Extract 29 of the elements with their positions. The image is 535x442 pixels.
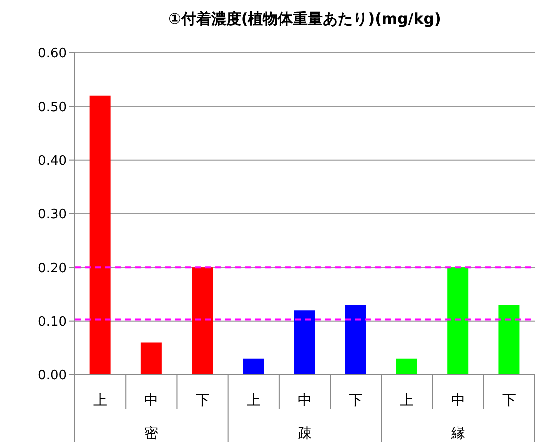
x-tick-label: 下 bbox=[196, 393, 210, 409]
text: 縁 bbox=[450, 426, 466, 442]
x-tick-label: 上 bbox=[94, 393, 108, 409]
bar bbox=[448, 268, 469, 375]
y-tick-label: 0.20 bbox=[38, 261, 67, 276]
x-tick-label: 中 bbox=[298, 393, 312, 409]
x-tick-label: 上 bbox=[246, 393, 261, 409]
y-tick-label: 0.00 bbox=[38, 368, 67, 384]
bar bbox=[90, 96, 111, 375]
y-tick-label: 0.50 bbox=[38, 100, 67, 116]
bar bbox=[192, 268, 214, 375]
text: 密 bbox=[144, 426, 159, 442]
x-tick-label: 中 bbox=[451, 393, 466, 409]
x-tick-label: 中 bbox=[144, 393, 159, 409]
bar bbox=[294, 310, 316, 375]
y-tick-label: 0.40 bbox=[38, 154, 67, 169]
bar bbox=[140, 342, 162, 375]
bar bbox=[345, 305, 366, 375]
text: 疎 bbox=[298, 426, 312, 442]
bar bbox=[396, 358, 418, 375]
bar bbox=[243, 358, 264, 375]
y-tick-label: 0.60 bbox=[38, 46, 67, 62]
y-tick-label: 0.10 bbox=[38, 314, 67, 330]
x-tick-label: 上 bbox=[400, 393, 414, 409]
chart-title: ①付着濃度(植物体重量あたり)(mg/kg) bbox=[168, 10, 442, 29]
y-tick-label: 0.30 bbox=[38, 208, 67, 223]
x-tick-label: 下 bbox=[502, 393, 516, 409]
x-tick-label: 下 bbox=[349, 393, 364, 409]
bar bbox=[498, 305, 520, 375]
